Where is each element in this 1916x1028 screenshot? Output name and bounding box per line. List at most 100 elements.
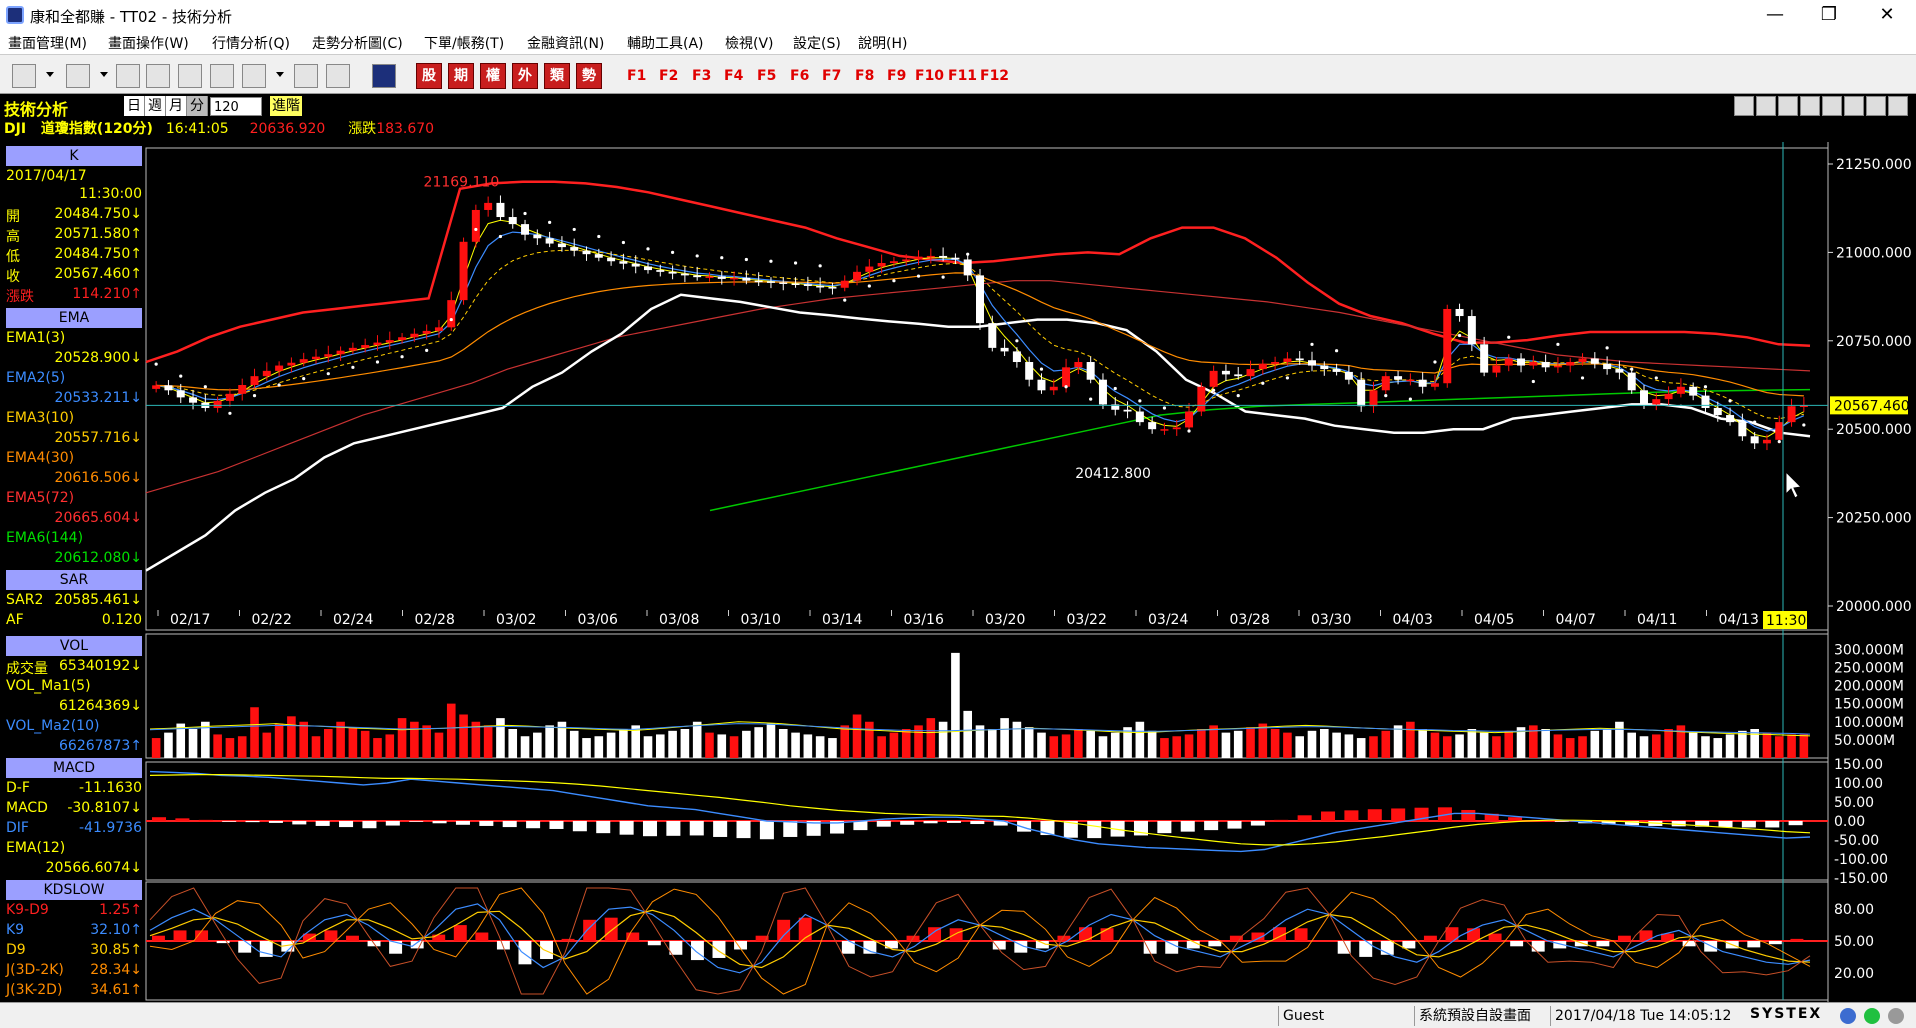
menu-item[interactable]: 金融資訊(N) [527, 36, 605, 52]
candle-body [1799, 405, 1808, 408]
period-day[interactable]: 日 [124, 96, 145, 116]
f8-key[interactable]: F8 [855, 68, 875, 84]
volume-bar [1676, 725, 1686, 758]
quick-futures-button[interactable]: 期 [448, 63, 474, 89]
volume-bar [1762, 732, 1772, 758]
advanced-button[interactable]: 進階 [270, 96, 302, 116]
k-value: 20567.460↑ [54, 266, 142, 282]
logo-icon[interactable] [372, 64, 396, 88]
kd-diff-bar [475, 932, 489, 941]
quick-category-button[interactable]: 類 [544, 63, 570, 89]
f4-key[interactable]: F4 [724, 68, 744, 84]
kd-diff-bar [798, 917, 812, 941]
kd-diff-bar [389, 941, 403, 954]
macd-osc-bar [1391, 808, 1406, 821]
kd-diff-bar [928, 927, 942, 941]
settings-icon[interactable] [1888, 1008, 1904, 1024]
f5-key[interactable]: F5 [757, 68, 777, 84]
date-tick-label: 03/28 [1230, 612, 1270, 628]
close-window-icon[interactable] [146, 64, 170, 88]
export-icon[interactable] [1888, 96, 1908, 116]
menu-item[interactable]: 說明(H) [858, 36, 908, 52]
f3-key[interactable]: F3 [692, 68, 712, 84]
magnify-plus-icon[interactable] [1800, 96, 1820, 116]
quick-foreign-button[interactable]: 外 [512, 63, 538, 89]
chevron-down-icon[interactable] [100, 72, 108, 77]
macd-osc-bar [1321, 811, 1336, 821]
volume-bar [336, 721, 345, 758]
volume-bar [877, 736, 886, 758]
link-icon[interactable] [294, 64, 318, 88]
chevron-down-icon[interactable] [276, 72, 284, 77]
save-icon[interactable] [1844, 96, 1864, 116]
menu-item[interactable]: 檢視(V) [725, 36, 774, 52]
menu-item[interactable]: 下單/帳務(T) [424, 36, 505, 52]
monitor-icon[interactable] [326, 64, 350, 88]
kd-diff-bar [152, 935, 165, 941]
period-week[interactable]: 週 [145, 96, 166, 116]
menu-item[interactable]: 走勢分析圖(C) [312, 36, 403, 52]
quick-stock-button[interactable]: 股 [416, 63, 442, 89]
f12-key[interactable]: F12 [980, 68, 1010, 84]
candle-body [705, 276, 714, 278]
volume-bar [865, 721, 874, 758]
volume-bar [1197, 729, 1206, 758]
menu-item[interactable]: 畫面操作(W) [108, 36, 189, 52]
date-tick-label: 02/22 [252, 612, 292, 628]
chart-area[interactable]: 21169.110 20412.800 21250.000 21000.000 207… [0, 142, 1916, 1002]
kd-diff-bar [1402, 941, 1416, 949]
sar-dot [1802, 423, 1806, 427]
candle-body [1689, 386, 1698, 396]
volume-bar [1590, 730, 1600, 758]
cascade-icon[interactable] [210, 64, 234, 88]
minimize-button[interactable]: — [1766, 4, 1784, 25]
status-brand: SYSTEX [1750, 1006, 1823, 1022]
close-button[interactable]: ✕ [1879, 4, 1895, 25]
volume-bar [1307, 730, 1317, 758]
menu-item[interactable]: 設定(S) [793, 36, 841, 52]
menu-item[interactable]: 輔助工具(A) [627, 36, 704, 52]
kd-diff-bar [669, 941, 683, 955]
f6-key[interactable]: F6 [790, 68, 810, 84]
f1-key[interactable]: F1 [627, 68, 647, 84]
kd-diff-bar [1359, 941, 1373, 957]
zoom-out-icon[interactable] [1734, 96, 1754, 116]
f2-key[interactable]: F2 [659, 68, 679, 84]
candle-body [373, 342, 382, 346]
macd-osc-bar [619, 821, 634, 835]
magnify-minus-icon[interactable] [1778, 96, 1798, 116]
print-icon[interactable] [1866, 96, 1886, 116]
layout-icon[interactable] [12, 64, 36, 88]
save-layout-icon[interactable] [66, 64, 90, 88]
maximize-button[interactable]: ❐ [1820, 4, 1838, 25]
candle-body [570, 247, 579, 251]
candle-body [1443, 308, 1452, 384]
period-minute[interactable]: 分 [187, 96, 208, 116]
candle-body [840, 280, 849, 288]
candle-body [262, 370, 271, 377]
zoom-icon[interactable] [116, 64, 140, 88]
tile-icon[interactable] [178, 64, 202, 88]
kd-value: 30.85↑ [90, 942, 142, 958]
chevron-down-icon[interactable] [46, 72, 54, 77]
ema-value: 20612.080↓ [54, 550, 142, 566]
macd-osc-bar [1297, 815, 1312, 821]
f10-key[interactable]: F10 [915, 68, 945, 84]
period-value-select[interactable]: 120 [210, 97, 262, 116]
quick-trend-button[interactable]: 勢 [576, 63, 602, 89]
f9-key[interactable]: F9 [887, 68, 907, 84]
j2-line [149, 887, 1811, 995]
menu-item[interactable]: 行情分析(Q) [212, 36, 290, 52]
zoom-in-icon[interactable] [1756, 96, 1776, 116]
f11-key[interactable]: F11 [948, 68, 978, 84]
sar-dot [1162, 406, 1167, 410]
settings-icon[interactable] [1822, 96, 1842, 116]
quick-options-button[interactable]: 權 [480, 63, 506, 89]
globe-icon[interactable] [242, 64, 266, 88]
macd-osc-bar [1250, 821, 1265, 826]
menu-item[interactable]: 畫面管理(M) [8, 36, 88, 52]
date-tick-label: 04/07 [1556, 612, 1596, 628]
volume-bar [1430, 732, 1440, 758]
period-month[interactable]: 月 [166, 96, 187, 116]
f7-key[interactable]: F7 [822, 68, 842, 84]
